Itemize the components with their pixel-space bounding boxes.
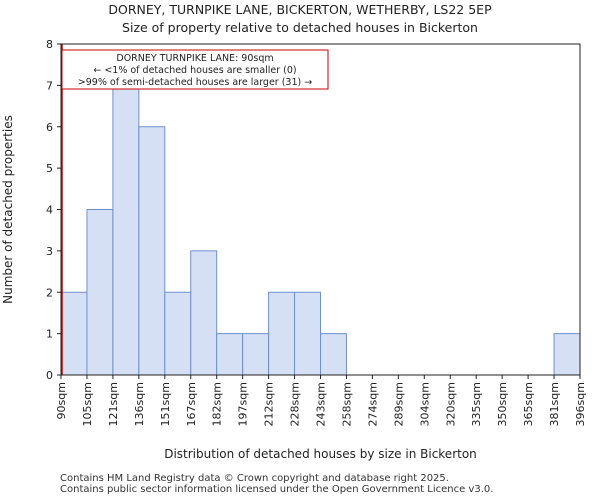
x-axis-label: Distribution of detached houses by size …: [164, 447, 477, 461]
x-tick-label: 136sqm: [133, 382, 146, 426]
x-tick-label: 304sqm: [418, 382, 431, 426]
x-tick-label: 105sqm: [81, 382, 94, 426]
x-tick-label: 289sqm: [392, 382, 405, 426]
x-tick-label: 212sqm: [263, 382, 276, 426]
y-axis: 0 1 2 3 4 5 6 7 8: [46, 38, 61, 382]
y-tick-label: 2: [46, 286, 53, 299]
y-tick-label: 4: [46, 204, 53, 217]
x-tick-label: 197sqm: [237, 382, 250, 426]
y-tick-label: 8: [46, 38, 53, 51]
y-tick-label: 0: [46, 369, 53, 382]
chart-title: DORNEY, TURNPIKE LANE, BICKERTON, WETHER…: [108, 2, 492, 17]
annotation-box: DORNEY TURNPIKE LANE: 90sqm ← <1% of det…: [61, 49, 329, 90]
bar-121sqm: [112, 84, 140, 376]
bar-105sqm: [86, 209, 114, 376]
footer-copyright: Contains HM Land Registry data © Crown c…: [60, 473, 449, 484]
y-tick-label: 7: [46, 79, 53, 92]
annotation-line-3: >99% of semi-detached houses are larger …: [78, 77, 312, 88]
footer-licence: Contains public sector information licen…: [60, 484, 494, 495]
x-tick-label: 151sqm: [159, 382, 172, 426]
bar-381sqm: [553, 333, 581, 376]
x-tick-label: 258sqm: [340, 382, 353, 426]
bar-243sqm: [320, 333, 347, 376]
y-tick-label: 6: [46, 121, 53, 134]
annotation-line-1: DORNEY TURNPIKE LANE: 90sqm: [116, 53, 273, 64]
bar-182sqm: [216, 333, 244, 376]
x-tick-label: 274sqm: [366, 382, 379, 426]
x-tick-label: 365sqm: [522, 382, 535, 426]
plot-frame: [60, 43, 581, 376]
x-tick-label: 182sqm: [211, 382, 224, 426]
x-axis: 90sqm 105sqm 121sqm 136sqm 151sqm 167sqm 182sq…: [55, 375, 587, 426]
x-tick-label: 121sqm: [107, 382, 120, 426]
bar-136sqm: [138, 126, 166, 376]
x-tick-label: 243sqm: [315, 382, 328, 426]
x-tick-label: 320sqm: [444, 382, 457, 426]
x-tick-label: 167sqm: [185, 382, 198, 426]
x-tick-label: 335sqm: [470, 382, 483, 426]
x-tick-label: 350sqm: [496, 382, 509, 426]
bar-90sqm: [60, 291, 88, 376]
y-tick-label: 1: [46, 328, 53, 341]
bar-151sqm: [164, 291, 192, 376]
y-tick-label: 5: [46, 162, 53, 175]
annotation-line-2: ← <1% of detached houses are smaller (0): [93, 65, 296, 76]
bar-228sqm: [294, 291, 321, 376]
y-axis-label: Number of detached properties: [1, 115, 15, 304]
x-tick-label: 228sqm: [289, 382, 302, 426]
x-tick-label: 90sqm: [55, 382, 68, 419]
x-tick-label: 396sqm: [574, 382, 587, 426]
chart-subtitle: Size of property relative to detached ho…: [122, 20, 478, 35]
x-tick-label: 381sqm: [548, 382, 561, 426]
bar-197sqm: [242, 333, 270, 376]
histogram-chart: 0 1 2 3 4 5 6 7 8 90sqm 105sqm 121sqm 136sqm 151sqm 1…: [1, 38, 587, 461]
bar-212sqm: [268, 291, 296, 376]
bars-group: [60, 84, 581, 376]
y-tick-label: 3: [46, 245, 53, 258]
bar-167sqm: [190, 250, 218, 376]
